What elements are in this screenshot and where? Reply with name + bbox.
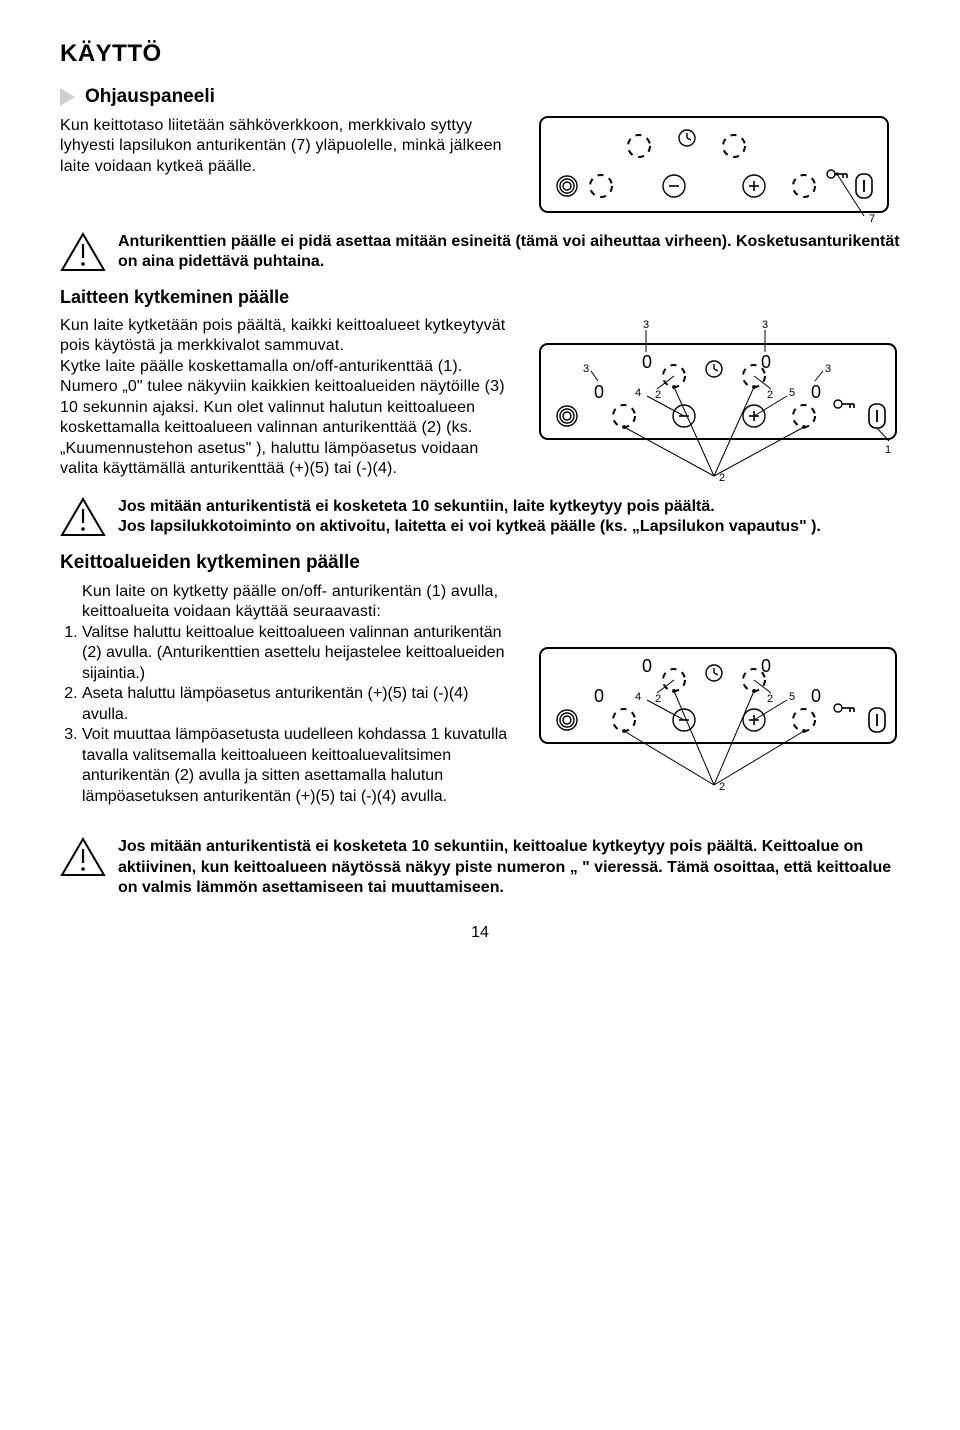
warning-2: Jos mitään anturikentistä ei kosketeta 1… (60, 497, 900, 538)
digit-disp: 0 (594, 382, 604, 402)
control-panel-diagram-3: 00 00 4 2 2 5 (539, 640, 899, 800)
warning-icon (60, 232, 106, 272)
body-paragraph-1: Kun laite kytketään pois päältä, kaikki … (60, 316, 515, 480)
svg-text:5: 5 (789, 691, 795, 703)
warning-2-text: Jos mitään anturikentistä ei kosketeta 1… (118, 497, 900, 538)
arrow-icon (60, 88, 75, 106)
list-item: Voit muuttaa lämpöasetusta uudelleen koh… (82, 725, 515, 807)
section-heading-1: Ohjauspaneeli (60, 86, 900, 108)
warning-1-text: Anturikenttien päälle ei pidä asettaa mi… (118, 232, 900, 273)
label-7: 7 (869, 213, 875, 225)
svg-text:1: 1 (885, 444, 891, 456)
warning-icon (60, 497, 106, 537)
svg-text:4: 4 (635, 387, 641, 399)
subhead-1: Laitteen kytkeminen päälle (60, 287, 900, 308)
document-page: KÄYTTÖ Ohjauspaneeli Kun keittotaso liit… (0, 0, 960, 1430)
svg-text:3: 3 (583, 363, 589, 375)
page-title: KÄYTTÖ (60, 40, 900, 68)
warning-icon (60, 837, 106, 877)
svg-text:0: 0 (594, 686, 604, 706)
body-row-2: Kun laite on kytketty päälle on/off- ant… (60, 582, 900, 807)
svg-text:2: 2 (655, 693, 661, 705)
svg-text:3: 3 (762, 319, 768, 331)
control-panel-diagram-1: 7 (539, 116, 889, 226)
list-item: Aseta haluttu lämpöasetus anturikentän (… (82, 684, 515, 725)
svg-text:2: 2 (655, 389, 661, 401)
digit-disp: 0 (811, 382, 821, 402)
svg-text:2: 2 (719, 781, 725, 793)
warning-3-text: Jos mitään anturikentistä ei kosketeta 1… (118, 837, 900, 898)
svg-text:4: 4 (635, 691, 641, 703)
svg-text:0: 0 (811, 686, 821, 706)
section-2-title: Keittoalueiden kytkeminen päälle (60, 552, 900, 574)
intro-row: Kun keittotaso liitetään sähköverkkoon, … (60, 116, 900, 226)
svg-text:0: 0 (642, 656, 652, 676)
svg-text:3: 3 (825, 363, 831, 375)
list-col: Kun laite on kytketty päälle on/off- ant… (60, 582, 515, 807)
svg-text:3: 3 (643, 319, 649, 331)
body-row-1: Kun laite kytketään pois päältä, kaikki … (60, 316, 900, 491)
lead-paragraph-2: Kun laite on kytketty päälle on/off- ant… (82, 582, 515, 623)
page-number: 14 (60, 924, 900, 942)
control-panel-diagram-2: 0 0 0 0 (539, 316, 899, 491)
svg-text:5: 5 (789, 387, 795, 399)
warning-3: Jos mitään anturikentistä ei kosketeta 1… (60, 837, 900, 898)
svg-text:2: 2 (767, 389, 773, 401)
list-item: Valitse haluttu keittoalue keittoalueen … (82, 623, 515, 684)
svg-text:2: 2 (719, 472, 725, 484)
steps-list: Valitse haluttu keittoalue keittoalueen … (60, 623, 515, 807)
svg-text:2: 2 (767, 693, 773, 705)
intro-paragraph: Kun keittotaso liitetään sähköverkkoon, … (60, 116, 515, 177)
section-1-title: Ohjauspaneeli (85, 86, 215, 108)
digit-disp: 0 (642, 352, 652, 372)
warning-1: Anturikenttien päälle ei pidä asettaa mi… (60, 232, 900, 273)
